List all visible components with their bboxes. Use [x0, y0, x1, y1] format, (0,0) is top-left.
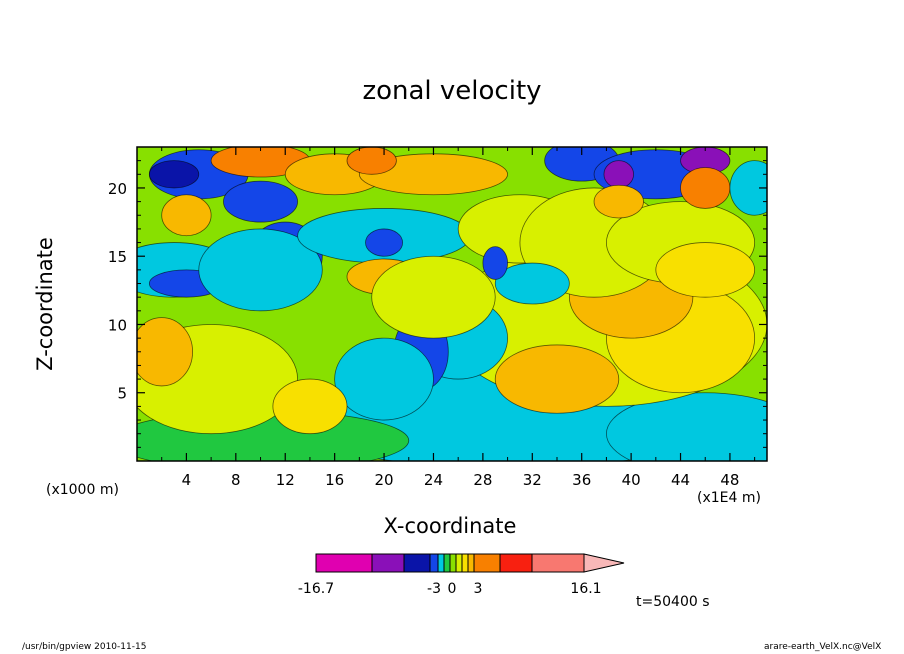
colorbar-tick-label: 0	[448, 581, 457, 597]
colorbar-segment	[461, 553, 469, 573]
y-tick-label: 5	[117, 385, 127, 403]
y-tick-label: 10	[108, 316, 127, 334]
chart-title: zonal velocity	[362, 76, 542, 106]
colorbar-tick-label: 16.1	[570, 581, 601, 597]
colorbar-segment	[315, 553, 373, 573]
y-tick-label: 15	[108, 248, 127, 266]
colorbar-segment	[531, 553, 585, 573]
x-tick-label: 20	[375, 471, 394, 489]
colorbar-tick-label: 3	[474, 581, 483, 597]
colorbar-tick-label: -3	[427, 581, 441, 597]
x-tick-label: 48	[720, 471, 739, 489]
colorbar-segment	[467, 553, 475, 573]
colorbar-segment	[443, 553, 451, 573]
x-tick-label: 4	[182, 471, 192, 489]
y-tick-label: 20	[108, 180, 127, 198]
colorbar-segment	[371, 553, 405, 573]
x-tick-label: 12	[276, 471, 295, 489]
x-axis-label: X-coordinate	[383, 514, 517, 538]
colorbar-segment	[429, 553, 439, 573]
colorbar-arrow	[583, 553, 625, 573]
colorbar-segment	[499, 553, 533, 573]
x-tick-label: 40	[622, 471, 641, 489]
colorbar: -16.7 -3 0 3 16.1	[298, 553, 625, 597]
velocity-field	[137, 147, 767, 461]
colorbar-segment	[403, 553, 431, 573]
x-tick-label: 36	[572, 471, 591, 489]
x-tick-label: 32	[523, 471, 542, 489]
x-tick-label: 8	[231, 471, 241, 489]
y-axis-label: Z-coordinate	[33, 237, 57, 371]
x-unit-left: (x1000 m)	[46, 482, 119, 498]
colorbar-tick-label: -16.7	[298, 581, 334, 597]
x-tick-label: 28	[473, 471, 492, 489]
colorbar-segment	[437, 553, 445, 573]
colorbar-segment	[455, 553, 463, 573]
x-tick-label: 24	[424, 471, 443, 489]
footer-data-source: arare-earth_VelX.nc@VelX	[764, 642, 882, 652]
x-tick-label: 44	[671, 471, 690, 489]
footer-program-date: /usr/bin/gpview 2010-11-15	[22, 642, 147, 652]
colorbar-segment	[473, 553, 501, 573]
x-unit-right: (x1E4 m)	[697, 490, 761, 506]
x-tick-label: 16	[325, 471, 344, 489]
colorbar-segment	[449, 553, 457, 573]
time-stamp: t=50400 s	[636, 594, 710, 610]
